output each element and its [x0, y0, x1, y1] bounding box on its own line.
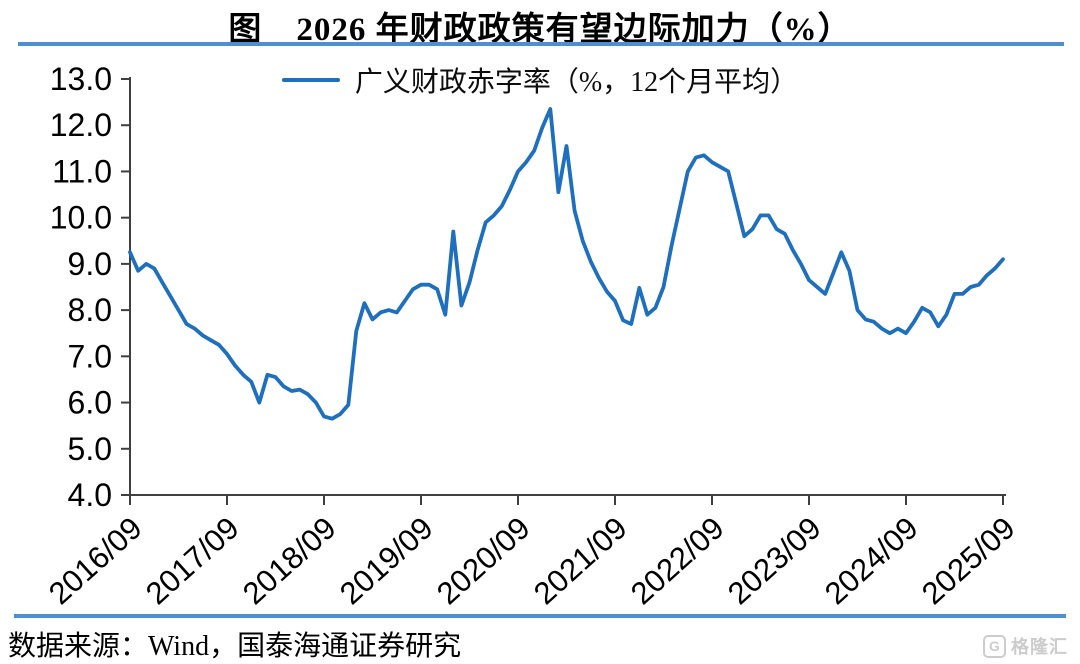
svg-text:2023/09: 2023/09 — [721, 510, 828, 611]
svg-text:2017/09: 2017/09 — [139, 510, 246, 611]
svg-text:2019/09: 2019/09 — [333, 510, 440, 611]
gelonghui-logo-icon: G — [983, 634, 1006, 658]
footer-separator — [14, 614, 1066, 618]
svg-text:2025/09: 2025/09 — [915, 510, 1022, 611]
svg-text:2020/09: 2020/09 — [430, 510, 537, 611]
svg-text:2018/09: 2018/09 — [236, 510, 343, 611]
svg-text:5.0: 5.0 — [68, 431, 112, 467]
chart-legend: 广义财政赤字率（%，12个月平均） — [0, 60, 1080, 100]
svg-text:8.0: 8.0 — [68, 292, 112, 328]
svg-text:4.0: 4.0 — [68, 477, 112, 513]
svg-text:6.0: 6.0 — [68, 385, 112, 421]
svg-text:2016/09: 2016/09 — [42, 510, 149, 611]
legend-line-swatch — [281, 78, 340, 82]
svg-text:11.0: 11.0 — [52, 153, 112, 189]
svg-text:2021/09: 2021/09 — [527, 510, 634, 611]
svg-text:2022/09: 2022/09 — [624, 510, 731, 611]
svg-text:13.0: 13.0 — [50, 61, 112, 97]
legend-series-label: 广义财政赤字率（%，12个月平均） — [354, 67, 799, 98]
svg-text:12.0: 12.0 — [50, 107, 112, 143]
title-separator — [18, 42, 1064, 46]
svg-text:2024/09: 2024/09 — [818, 510, 925, 611]
data-source-note: 数据来源：Wind，国泰海通证券研究 — [8, 631, 462, 662]
gelonghui-watermark: G 格隆汇 — [983, 633, 1068, 659]
svg-text:7.0: 7.0 — [68, 338, 112, 374]
gelonghui-logo-text: 格隆汇 — [1011, 637, 1068, 657]
svg-text:9.0: 9.0 — [68, 246, 112, 282]
svg-text:10.0: 10.0 — [50, 200, 112, 236]
